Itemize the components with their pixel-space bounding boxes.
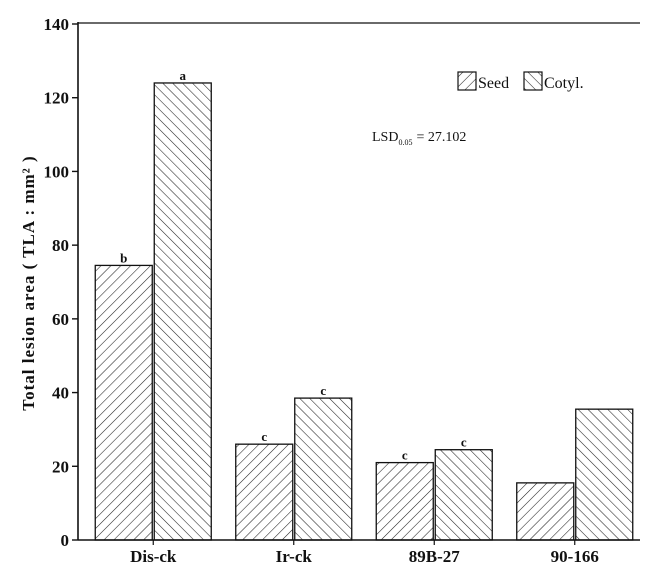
bar-seed: [516, 482, 575, 541]
bar-letter-label: c: [320, 383, 326, 398]
y-tick-label: 80: [52, 236, 69, 255]
y-tick-label: 20: [52, 457, 69, 476]
y-tick-label: 100: [44, 162, 70, 181]
lsd-prefix: LSD: [372, 130, 398, 145]
legend-label-seed: Seed: [478, 75, 509, 92]
bar-seed: [235, 443, 294, 541]
lsd-annotation: LSD0.05 = 27.102: [372, 130, 466, 147]
x-tick-label: Ir-ck: [276, 547, 313, 566]
legend: Seed Cotyl.: [457, 71, 584, 92]
bar-letter-label: a: [180, 68, 187, 83]
y-tick-label: 40: [52, 384, 69, 403]
legend-swatch-cotyl: [523, 71, 543, 91]
lsd-value: = 27.102: [416, 130, 466, 145]
bar-letter-label: c: [261, 429, 267, 444]
y-tick-label: 60: [52, 310, 69, 329]
bar-cotyl: [294, 397, 353, 541]
y-tick-label: 120: [44, 89, 70, 108]
legend-label-cotyl: Cotyl.: [544, 75, 584, 92]
bar-seed: [375, 461, 434, 541]
plot-area: 0 20 40 60 80 100 120 140 b a Dis-ck c c Ir-ck c c 89B-2…: [44, 15, 640, 566]
bar-letter-label: c: [461, 435, 467, 450]
y-axis-label: Total lesion area ( TLA : mm² ): [19, 155, 38, 410]
y-tick-label: 140: [44, 15, 70, 34]
x-tick-label: 89B-27: [409, 547, 461, 566]
legend-swatch-seed: [457, 71, 477, 91]
x-tick-label: 90-166: [551, 547, 599, 566]
lsd-subscript: 0.05: [398, 138, 412, 147]
bar-letter-label: b: [120, 250, 127, 265]
bar-seed: [94, 264, 153, 541]
bar-cotyl: [575, 408, 634, 541]
y-tick-label: 0: [61, 531, 70, 550]
bar-cotyl: [153, 82, 212, 541]
bar-cotyl: [434, 449, 493, 541]
x-tick-label: Dis-ck: [130, 547, 177, 566]
bar-letter-label: c: [402, 448, 408, 463]
